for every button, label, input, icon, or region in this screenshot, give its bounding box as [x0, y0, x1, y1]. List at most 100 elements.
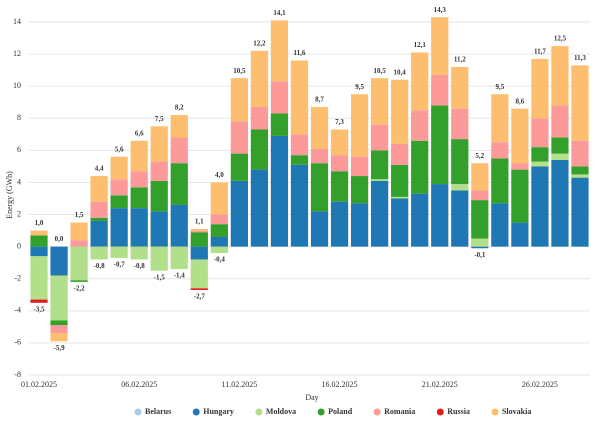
total-label: 7,3: [335, 118, 344, 126]
bar-segment: [110, 246, 128, 258]
legend-label: Moldova: [266, 407, 296, 416]
y-tick-label: 8: [17, 113, 21, 122]
total-label: 4,0: [215, 171, 224, 179]
bar-segment: [270, 113, 289, 136]
bar-segment: [190, 259, 208, 289]
total-label: 6,6: [135, 129, 144, 137]
total-label: -2,2: [74, 285, 86, 293]
bar-segment: [190, 230, 208, 233]
y-axis-label: Energy (GWh): [5, 171, 14, 219]
bar-segment: [330, 129, 349, 156]
bar-segment: [230, 153, 248, 181]
total-label: 14,3: [434, 6, 447, 14]
bar-segment: [110, 156, 128, 180]
total-label: -5,9: [54, 344, 66, 352]
legend-label: Romania: [384, 407, 415, 416]
bar-segment: [471, 200, 489, 239]
bar-segment: [70, 280, 88, 282]
bar-segment: [571, 177, 589, 247]
bar-segment: [230, 78, 248, 122]
bar-segment: [110, 208, 128, 247]
bar-segment: [471, 238, 489, 247]
bar-segment: [50, 246, 68, 276]
bar-segment: [270, 81, 289, 114]
bar-segment: [30, 246, 48, 257]
bar-segment: [90, 176, 108, 202]
total-label: 1,1: [195, 218, 204, 226]
bar-segment: [50, 325, 68, 334]
bar-segment: [491, 142, 509, 159]
bar-segment: [491, 158, 509, 204]
x-axis-label: Day: [305, 393, 318, 402]
bar-segment: [511, 108, 529, 164]
bar-segment: [411, 52, 429, 111]
x-tick-label: 16.02.2025: [322, 380, 358, 389]
x-tick-label: 26.02.2025: [522, 380, 558, 389]
bar-segment: [350, 176, 369, 204]
y-tick-label: 0: [17, 241, 21, 250]
bar-segment: [471, 190, 489, 201]
bar-segment: [431, 17, 449, 75]
bar-segment: [431, 74, 449, 106]
total-label: 11,2: [454, 56, 466, 64]
total-label: 4,4: [95, 165, 104, 173]
total-label: 5,2: [475, 152, 484, 160]
total-label: 12,2: [253, 39, 266, 47]
y-tick-label: 14: [13, 17, 21, 26]
legend-label: Hungary: [203, 407, 234, 416]
bar-segment: [511, 222, 529, 247]
bar-segment: [571, 166, 589, 175]
bar-segment: [210, 214, 228, 225]
bar-segment: [551, 153, 569, 160]
total-label: -2,7: [194, 293, 206, 301]
bar-segment: [371, 180, 389, 247]
bar-segment: [190, 288, 208, 290]
bar-segment: [371, 124, 389, 151]
total-label: 9,5: [495, 83, 504, 91]
bar-segment: [551, 46, 569, 106]
y-tick-label: -6: [14, 338, 21, 347]
total-label: -3,5: [33, 305, 45, 313]
total-label: 10,4: [394, 68, 407, 76]
bar-segment: [471, 246, 489, 249]
legend-marker: [255, 408, 263, 416]
bar-segment: [30, 235, 48, 247]
legend-marker: [134, 408, 142, 416]
bar-segment: [471, 163, 489, 191]
legend: Belarus Hungary Moldova Poland Romania Russia…: [134, 407, 531, 416]
bar-segment: [571, 140, 589, 167]
bar-segment: [190, 246, 208, 260]
x-tick-label: 06.02.2025: [121, 380, 157, 389]
bar-segment: [290, 155, 309, 165]
total-label: 8,2: [175, 104, 184, 112]
bar-segment: [531, 161, 549, 167]
bar-segment: [270, 20, 289, 82]
bar-segment: [150, 161, 168, 181]
legend-marker: [317, 408, 325, 416]
bar-segment: [110, 179, 128, 196]
bar-segment: [290, 134, 309, 156]
legend-marker: [436, 408, 444, 416]
total-label: 12,1: [414, 41, 427, 49]
bar-segment: [50, 275, 68, 321]
bar-segment: [150, 126, 168, 162]
y-tick-label: -8: [14, 370, 21, 379]
bar-segment: [330, 201, 349, 247]
bar-segment: [190, 232, 208, 247]
bar-segment: [391, 79, 409, 144]
legend-marker: [373, 408, 381, 416]
bar-segment: [250, 50, 269, 108]
bar-segment: [170, 137, 188, 164]
total-label: 0,0: [55, 235, 64, 243]
total-label: -0,4: [214, 256, 226, 264]
bar-segment: [30, 230, 48, 236]
bar-segment: [190, 228, 208, 231]
bar-segment: [150, 180, 168, 212]
bar-segment: [551, 159, 569, 247]
bar-segment: [451, 190, 469, 247]
total-label: 10,5: [374, 67, 387, 75]
legend-label: Russia: [447, 407, 470, 416]
bar-segment: [431, 184, 449, 247]
x-tick-label: 21.02.2025: [422, 380, 458, 389]
